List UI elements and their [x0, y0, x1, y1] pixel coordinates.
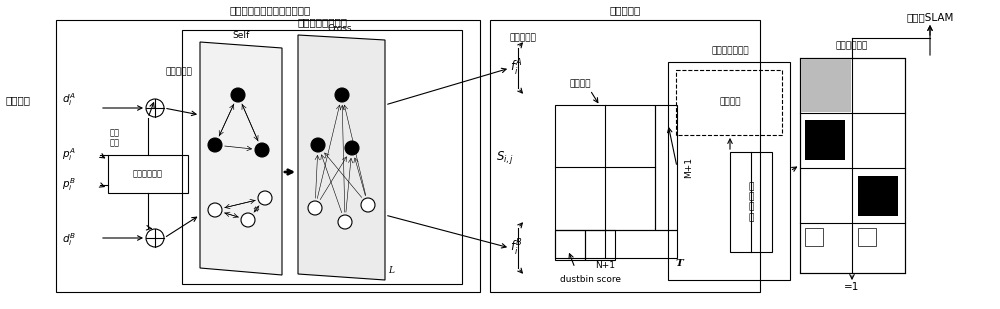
Text: 得分矩阵: 得分矩阵 [569, 79, 591, 88]
Bar [56, 20, 480, 292]
Text: $p_i^B$: $p_i^B$ [62, 177, 76, 193]
Bar [805, 228, 823, 246]
Circle shape [345, 141, 359, 155]
Text: 匹配描述符: 匹配描述符 [510, 33, 537, 43]
Bar [858, 176, 898, 216]
Text: $f_i^B$: $f_i^B$ [510, 238, 522, 258]
Text: 视觉描述子: 视觉描述子 [165, 67, 192, 77]
Text: $d_i^A$: $d_i^A$ [62, 91, 76, 108]
Circle shape [258, 191, 272, 205]
Text: 基于注意力机制的图神经网络: 基于注意力机制的图神经网络 [229, 5, 311, 15]
Text: 最佳匹配层: 最佳匹配层 [609, 5, 641, 15]
Circle shape [311, 138, 325, 152]
Text: L: L [388, 266, 394, 275]
Bar [585, 230, 615, 260]
Text: T: T [676, 259, 684, 268]
Text: Self: Self [232, 31, 250, 40]
Text: $p_i^A$: $p_i^A$ [62, 146, 76, 163]
Text: =1: =1 [844, 282, 860, 292]
Polygon shape [200, 42, 282, 275]
Circle shape [208, 203, 222, 217]
Circle shape [208, 138, 222, 152]
Circle shape [338, 215, 352, 229]
Text: 机器人SLAM: 机器人SLAM [906, 12, 954, 22]
Bar [730, 152, 772, 252]
Text: 注意力聚合网络层: 注意力聚合网络层 [297, 17, 347, 27]
Circle shape [241, 213, 255, 227]
Text: 最优化传输算法: 最优化传输算法 [711, 46, 749, 55]
Circle shape [255, 143, 269, 157]
Bar [555, 230, 677, 258]
Bar [801, 59, 851, 112]
Circle shape [308, 201, 322, 215]
Bar [490, 20, 760, 292]
Polygon shape [298, 35, 385, 280]
Bar [800, 58, 905, 273]
Text: 位置
信息: 位置 信息 [110, 128, 120, 148]
Text: 行规范化: 行规范化 [719, 98, 741, 107]
Bar [805, 120, 845, 160]
Bar [182, 30, 462, 284]
Text: $d_i^B$: $d_i^B$ [62, 232, 76, 248]
Text: $S_{i,j}$: $S_{i,j}$ [496, 150, 514, 167]
Bar [555, 105, 655, 230]
Text: 列
规
范
化: 列 规 范 化 [748, 182, 754, 222]
Text: M+1: M+1 [684, 156, 694, 177]
Bar [676, 70, 782, 135]
Bar [555, 230, 585, 260]
Text: $f_i^A$: $f_i^A$ [510, 58, 522, 78]
Bar [858, 228, 876, 246]
Text: 关键点编码器: 关键点编码器 [133, 170, 163, 179]
Text: 匹配局部特征: 匹配局部特征 [836, 41, 868, 50]
Text: 局部特征: 局部特征 [5, 95, 30, 105]
Bar [655, 105, 677, 230]
Text: N+1: N+1 [595, 261, 615, 270]
Bar [668, 62, 790, 280]
Circle shape [335, 88, 349, 102]
Bar [108, 155, 188, 193]
Text: dustbin score: dustbin score [560, 276, 620, 285]
Circle shape [361, 198, 375, 212]
Text: Cross: Cross [328, 24, 352, 33]
Circle shape [231, 88, 245, 102]
